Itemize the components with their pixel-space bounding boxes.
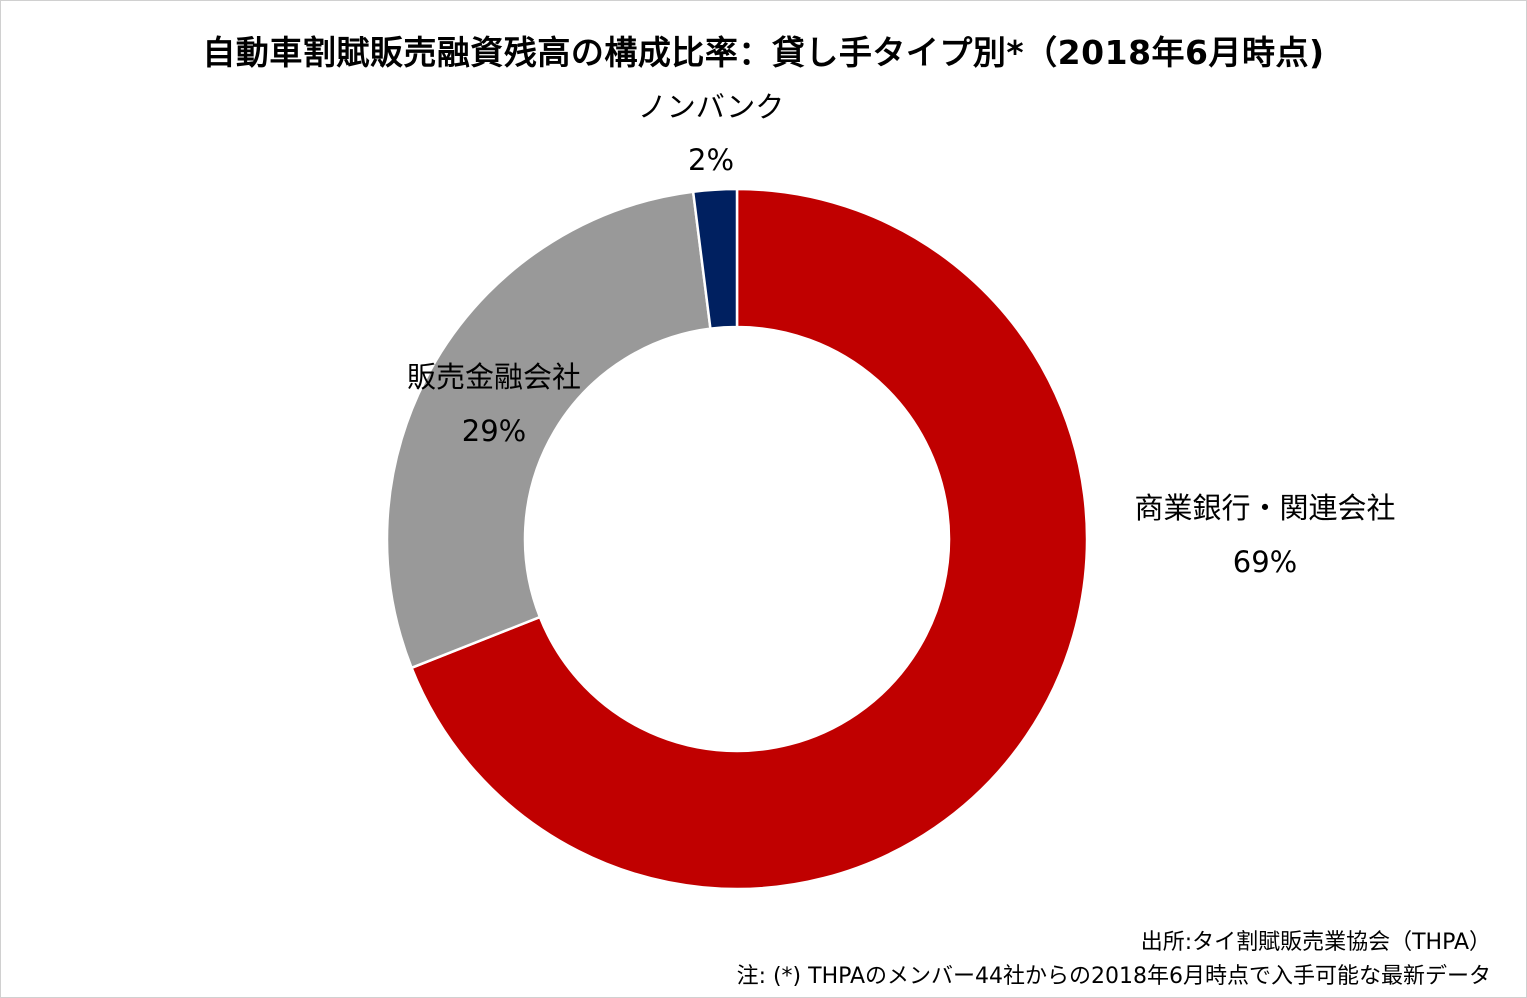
slice-value-commercial-banks: 69% <box>1232 545 1298 579</box>
slice-value-sales-finance: 29% <box>461 414 527 448</box>
source-note: 出所:タイ割賦販売業協会（THPA） <box>1140 930 1491 955</box>
slice-commercial-banks <box>409 187 1089 891</box>
donut-slices <box>385 187 1089 891</box>
slice-label-commercial-banks: 商業銀行・関連会社 <box>1134 491 1396 525</box>
slice-label-nonbank: ノンバンク <box>637 90 785 124</box>
chart-title: 自動車割賦販売融資残高の構成比率：貸し手タイプ別*（2018年6月時点) <box>202 33 1325 72</box>
slice-nonbank <box>691 187 739 331</box>
data-note: 注: (*) THPAのメンバー44社からの2018年6月時点で入手可能な最新デ… <box>736 964 1491 989</box>
slice-sales-finance <box>385 190 712 670</box>
slice-label-sales-finance: 販売金融会社 <box>406 360 582 394</box>
slice-value-nonbank: 2% <box>687 143 735 177</box>
